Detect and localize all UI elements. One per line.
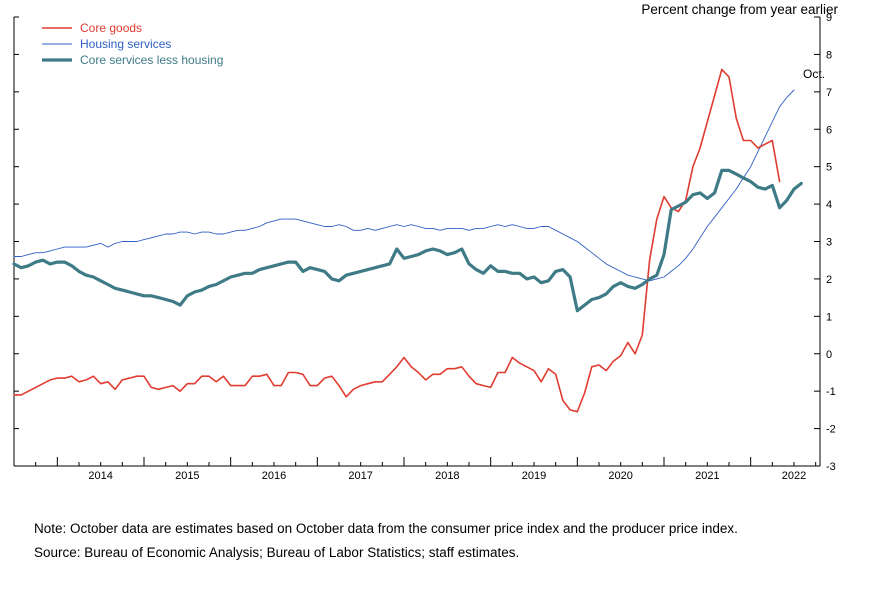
y-tick-label: -1 bbox=[826, 386, 836, 398]
legend-label-housing-services: Housing services bbox=[80, 37, 171, 51]
y-tick-label: 1 bbox=[826, 311, 832, 323]
series-line-housing-services bbox=[13, 89, 795, 282]
series-line-core-goods bbox=[13, 68, 781, 413]
y-tick-label: -2 bbox=[826, 424, 836, 436]
note-text: Note: October data are estimates based o… bbox=[34, 521, 738, 536]
x-tick-label: 2015 bbox=[175, 470, 199, 482]
source-text: Source: Bureau of Economic Analysis; Bur… bbox=[34, 545, 520, 560]
legend-label-core-goods: Core goods bbox=[80, 21, 142, 35]
x-tick-label: 2017 bbox=[348, 470, 372, 482]
axes: -3 -2 -1 0 1 2 3 4 5 6 7 8 9 2014 2015 2016 2017 2018 2019… bbox=[13, 12, 836, 482]
y-tick-label: 9 bbox=[826, 12, 832, 24]
y-tick-label: 2 bbox=[826, 274, 832, 286]
x-tick-label: 2014 bbox=[88, 470, 112, 482]
y-tick-label: 7 bbox=[826, 87, 832, 99]
legend: Core goods Housing services Core services … bbox=[42, 21, 223, 67]
y-tick-label: 8 bbox=[826, 49, 832, 61]
units-label: Percent change from year earlier bbox=[641, 2, 838, 17]
y-tick-label: 4 bbox=[826, 199, 832, 211]
oct-annotation: Oct. bbox=[803, 67, 825, 81]
x-tick-label: 2019 bbox=[522, 470, 546, 482]
legend-label-core-services-less-housing: Core services less housing bbox=[80, 53, 223, 67]
x-tick-label: 2020 bbox=[608, 470, 632, 482]
x-tick-label: 2022 bbox=[782, 470, 806, 482]
y-tick-label: 5 bbox=[826, 162, 832, 174]
line-chart: -3 -2 -1 0 1 2 3 4 5 6 7 8 9 2014 2015 2016 2017 2018 2019… bbox=[12, 2, 839, 482]
x-tick-label: 2018 bbox=[435, 470, 459, 482]
y-tick-label: 6 bbox=[826, 124, 832, 136]
notes-block: Note: October data are estimates based o… bbox=[14, 518, 854, 563]
x-tick-label: 2021 bbox=[695, 470, 719, 482]
y-tick-label: 0 bbox=[826, 349, 832, 361]
series-layer bbox=[12, 68, 803, 413]
series-line-core-services-less-housing bbox=[12, 168, 803, 313]
y-tick-label: 3 bbox=[826, 237, 832, 249]
y-tick-label: -3 bbox=[826, 461, 836, 473]
x-tick-label: 2016 bbox=[262, 470, 286, 482]
